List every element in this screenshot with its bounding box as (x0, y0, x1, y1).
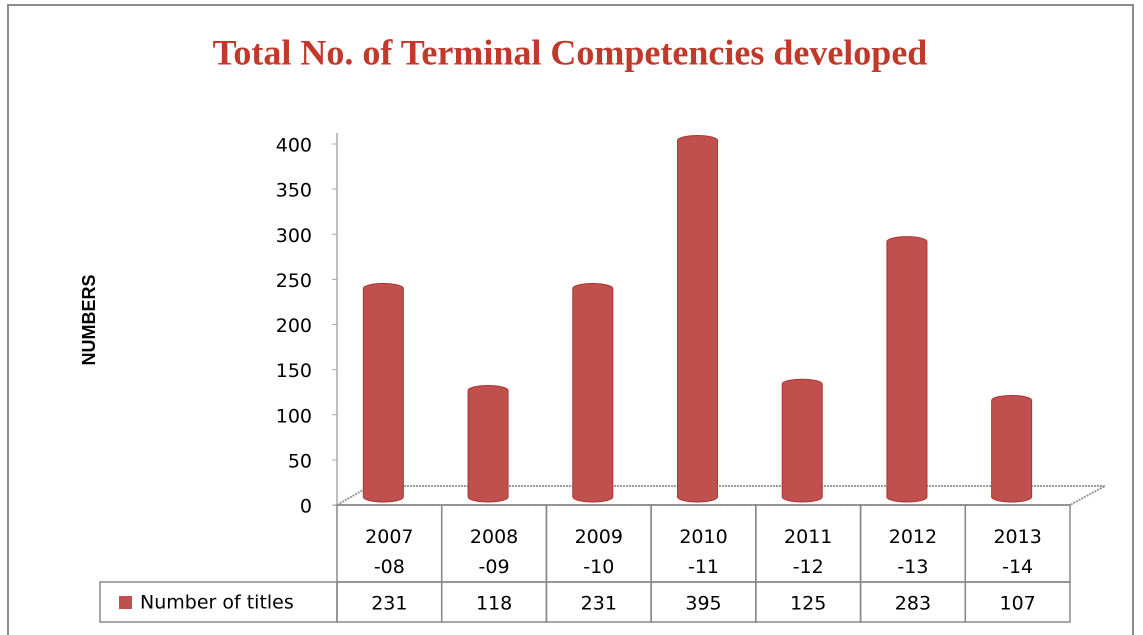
bar (467, 385, 509, 503)
y-tick-label: 300 (276, 225, 312, 247)
y-tick-label: 50 (288, 450, 312, 472)
data-table-value: 283 (895, 593, 931, 615)
x-tick-label: 2011 -12 (784, 526, 832, 578)
y-tick-label: 200 (276, 315, 312, 337)
y-tick-label: 400 (276, 135, 312, 157)
x-tick-label: 2012 -13 (889, 526, 937, 578)
data-table-value: 395 (685, 593, 721, 615)
y-axis-label: NUMBERS (79, 274, 99, 365)
bar (572, 283, 614, 503)
x-tick-label: 2009 -10 (575, 526, 623, 578)
y-tick-label: 250 (276, 270, 312, 292)
x-tick-label: 2013 -14 (993, 526, 1041, 578)
bar (677, 135, 718, 503)
bar (991, 395, 1033, 503)
chart-frame (7, 4, 1134, 635)
data-table-value: 231 (581, 593, 617, 615)
x-tick-label: 2010 -11 (679, 526, 727, 578)
data-table-value: 231 (371, 593, 407, 615)
plot (362, 135, 1033, 503)
x-tick-label: 2007 -08 (365, 526, 413, 578)
table-cell (964, 581, 1071, 623)
legend-label: Number of titles (140, 592, 294, 614)
y-tick-label: 100 (276, 405, 312, 427)
data-table-value: 118 (476, 593, 512, 615)
bar (781, 378, 823, 503)
legend-swatch (119, 596, 132, 609)
x-tick-label: 2008 -09 (470, 526, 518, 578)
y-tick-label: 150 (276, 360, 312, 382)
chart-title: Total No. of Terminal Competencies devel… (213, 32, 928, 72)
data-table-value: 125 (790, 593, 826, 615)
bar (362, 283, 404, 503)
y-tick-label: 350 (276, 180, 312, 202)
y-tick-label: 0 (300, 496, 312, 518)
data-table-value: 107 (1000, 593, 1036, 615)
bar (886, 236, 928, 503)
